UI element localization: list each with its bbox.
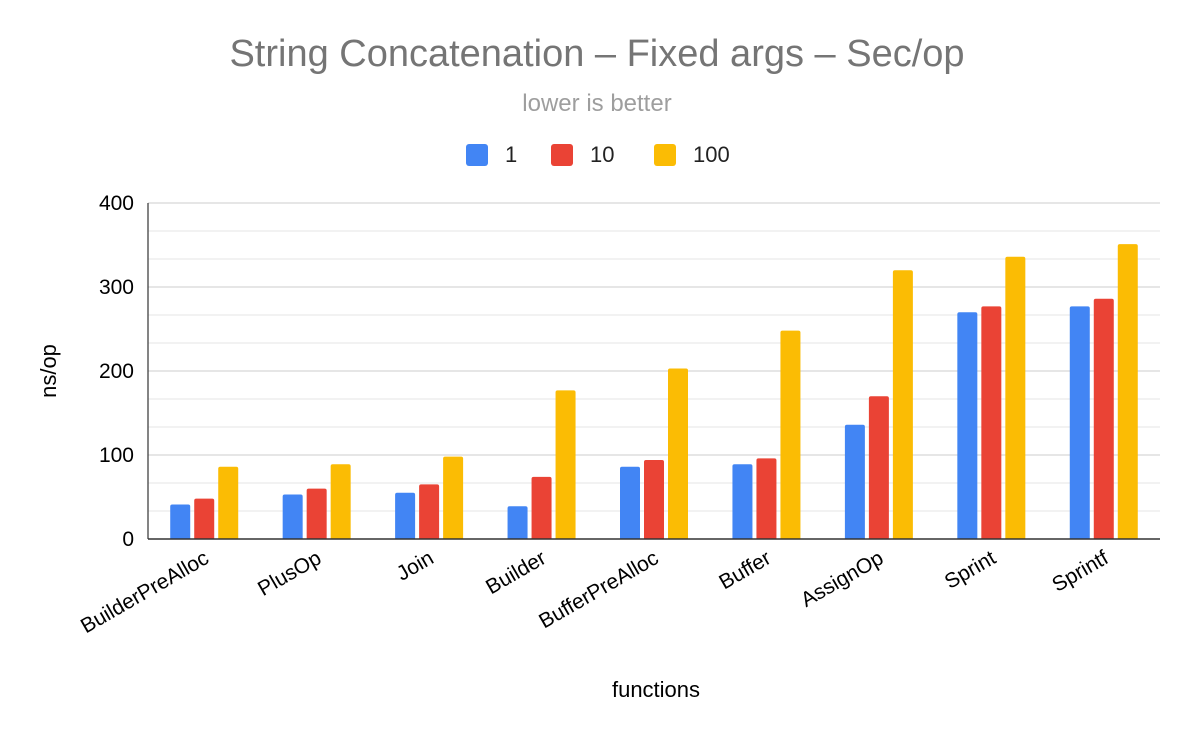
bar-BuilderPreAlloc-100	[218, 466, 239, 539]
chart-title: String Concatenation – Fixed args – Sec/…	[229, 33, 964, 75]
x-category-label: PlusOp	[254, 546, 325, 600]
x-category-label: Buffer	[715, 546, 775, 594]
bar-Join-1	[395, 492, 416, 539]
bar-Sprintf-1	[1069, 306, 1090, 539]
legend: 1 10 100	[466, 142, 730, 167]
bar-Sprint-1	[957, 312, 978, 539]
x-axis-categories: BuilderPreAlloc PlusOp Join BuilderBufferPr…	[77, 546, 1113, 638]
bar-Builder-100	[555, 390, 576, 539]
x-category-label: BuilderPreAlloc	[77, 546, 213, 638]
bar-Sprint-100	[1005, 256, 1026, 539]
legend-label-100: 100	[693, 142, 730, 167]
bar-Buffer-100	[780, 330, 801, 539]
bar-Buffer-1	[732, 464, 753, 539]
bar-Join-10	[419, 484, 440, 539]
bar-Sprint-10	[981, 306, 1002, 539]
y-tick-label: 400	[99, 192, 134, 215]
bar-BuilderPreAlloc-10	[194, 498, 215, 539]
bar-AssignOp-10	[868, 396, 889, 539]
x-axis-label: functions	[612, 677, 700, 702]
chart-subtitle: lower is better	[522, 90, 671, 117]
y-axis-ticks: 0 100 200 300 400	[99, 192, 134, 551]
y-tick-label: 300	[99, 276, 134, 299]
bar-Join-100	[443, 456, 464, 539]
x-category-label: Join	[393, 546, 438, 585]
bar-Builder-10	[531, 476, 552, 539]
bar-AssignOp-1	[844, 424, 865, 539]
x-category-label: BufferPreAlloc	[535, 546, 662, 633]
bar-PlusOp-100	[330, 464, 351, 539]
legend-swatch-10	[551, 144, 573, 166]
legend-label-1: 1	[505, 142, 517, 167]
bar-BufferPreAlloc-1	[620, 466, 640, 539]
y-tick-label: 100	[99, 444, 134, 467]
y-tick-label: 200	[99, 360, 134, 383]
bar-Buffer-10	[756, 458, 777, 539]
bar-PlusOp-1	[282, 494, 303, 539]
bar-AssignOp-100	[892, 270, 913, 539]
x-category-label: Sprintf	[1048, 546, 1112, 596]
y-axis-label: ns/op	[36, 344, 61, 398]
bar-BuilderPreAlloc-1	[170, 504, 191, 539]
bar-BufferPreAlloc-10	[644, 460, 664, 539]
legend-swatch-100	[654, 144, 676, 166]
y-tick-label: 0	[122, 528, 134, 551]
bar-BufferPreAlloc-100	[668, 368, 688, 539]
x-category-label: Builder	[482, 546, 550, 599]
bars	[147, 203, 1160, 540]
x-category-label: Sprint	[941, 546, 1000, 593]
bar-Sprintf-10	[1093, 298, 1114, 539]
grid-lines	[148, 202, 1160, 512]
legend-swatch-1	[466, 144, 488, 166]
bar-PlusOp-10	[306, 488, 327, 539]
x-category-label: AssignOp	[797, 546, 887, 611]
bar-Builder-1	[507, 506, 528, 539]
bar-Sprintf-100	[1117, 244, 1138, 539]
legend-label-10: 10	[590, 142, 614, 167]
